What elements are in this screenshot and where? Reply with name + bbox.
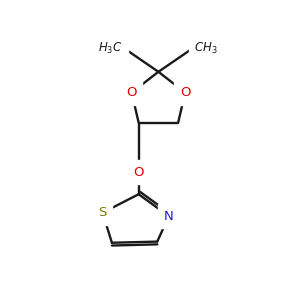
Text: O: O bbox=[134, 166, 144, 179]
Text: O: O bbox=[180, 86, 190, 99]
Text: N: N bbox=[164, 210, 174, 223]
Text: $H_3C$: $H_3C$ bbox=[98, 41, 122, 56]
Text: O: O bbox=[126, 86, 137, 99]
Text: S: S bbox=[98, 206, 107, 219]
Text: $CH_3$: $CH_3$ bbox=[194, 41, 218, 56]
